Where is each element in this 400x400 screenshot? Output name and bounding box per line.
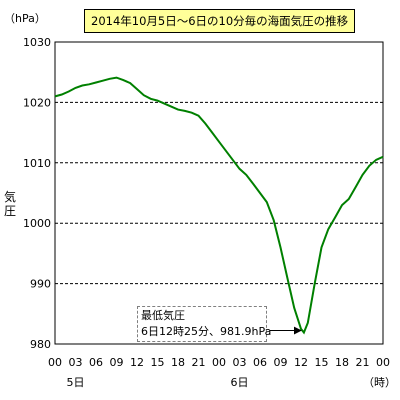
day-labels: 5日 6日	[67, 376, 249, 389]
y-tick-label: 980	[30, 338, 51, 351]
x-tick-label: 21	[356, 356, 370, 369]
x-tick-label: 15	[151, 356, 165, 369]
y-tick-label: 1030	[23, 36, 51, 49]
y-tick-label: 1000	[23, 217, 51, 230]
x-tick-label: 06	[89, 356, 103, 369]
y-axis-label: 気圧	[4, 190, 17, 218]
x-tick-label: 00	[48, 356, 62, 369]
plot-area	[54, 41, 384, 345]
x-tick-label: 00	[212, 356, 226, 369]
annotation-line-1: 最低気圧	[141, 309, 185, 322]
annotation-line-2: 6日12時25分、981.9hPa	[141, 325, 272, 338]
pressure-series-line	[54, 76, 384, 335]
y-tick-label: 990	[30, 278, 51, 291]
x-tick-label: 09	[274, 356, 288, 369]
y-tick-label: 1020	[23, 96, 51, 109]
day-label: 5日	[67, 376, 85, 389]
x-tick-label: 03	[233, 356, 247, 369]
x-tick-label: 09	[110, 356, 124, 369]
day-label: 6日	[231, 376, 249, 389]
y-axis-ticks: 980 990 1000 1010 1020 1030	[23, 36, 51, 351]
y-tick-label: 1010	[23, 157, 51, 170]
x-tick-label: 21	[192, 356, 206, 369]
x-axis-ticks: 00 03 06 09 12 15 18 21 00 03 06 09 12 15 18 21 00	[48, 356, 390, 369]
x-tick-label: 18	[335, 356, 349, 369]
x-tick-label: 00	[376, 356, 390, 369]
x-axis-label: （時）	[363, 376, 396, 389]
chart-title: 2014年10月5日～6日の10分毎の海面気圧の推移	[84, 9, 356, 33]
x-tick-label: 12	[130, 356, 144, 369]
grid-lines	[55, 101, 383, 285]
x-tick-label: 18	[171, 356, 185, 369]
y-axis-unit: （hPa）	[4, 12, 46, 25]
x-tick-label: 06	[253, 356, 267, 369]
x-tick-label: 15	[315, 356, 329, 369]
x-tick-label: 12	[294, 356, 308, 369]
x-tick-label: 03	[69, 356, 83, 369]
min-pressure-annotation: 最低気圧 6日12時25分、981.9hPa	[137, 306, 272, 342]
